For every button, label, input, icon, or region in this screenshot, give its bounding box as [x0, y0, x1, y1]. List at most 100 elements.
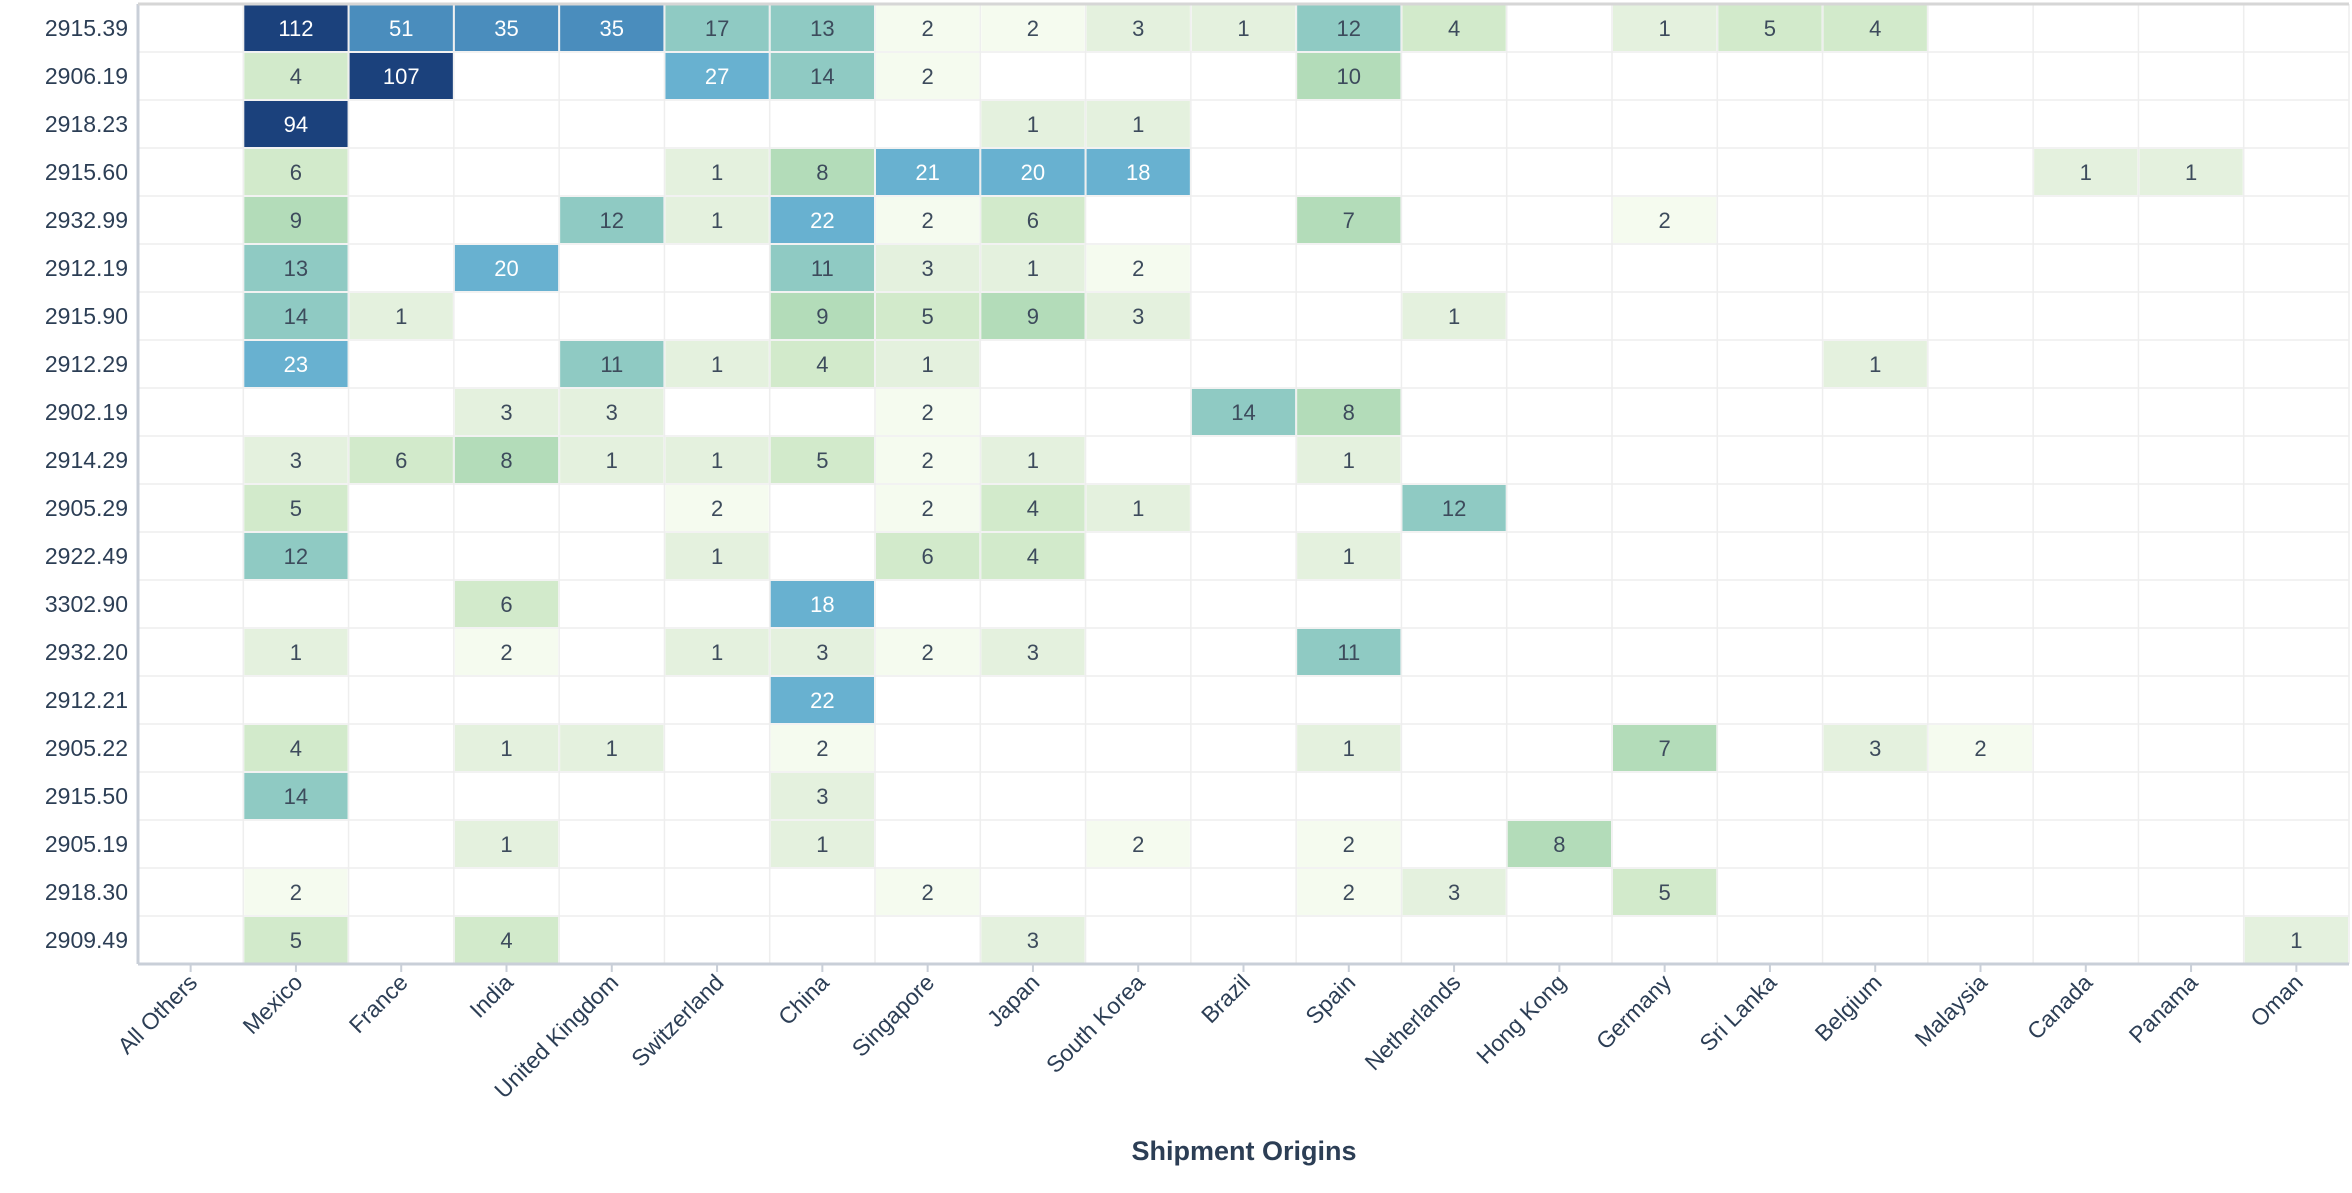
- heatmap-cell: [981, 197, 1085, 243]
- heatmap-cell: [770, 629, 874, 675]
- cell-value-label: 4: [1027, 496, 1039, 521]
- row-label: 2915.90: [45, 303, 128, 329]
- row-label: 2922.49: [45, 543, 128, 569]
- row-label: 2905.19: [45, 831, 128, 857]
- cell-value-label: 5: [290, 496, 302, 521]
- heatmap-cell: [244, 53, 348, 99]
- heatmap-cell: [981, 245, 1085, 291]
- column-label: All Others: [112, 969, 202, 1059]
- cell-value-label: 2: [922, 400, 934, 425]
- cell-value-label: 6: [1027, 208, 1039, 233]
- heatmap-cell: [2139, 149, 2243, 195]
- row-label: 2905.29: [45, 495, 128, 521]
- heatmap-cell: [1297, 197, 1401, 243]
- heatmap-cell: [1297, 821, 1401, 867]
- cell-value-label: 2: [816, 736, 828, 761]
- cell-value-label: 1: [606, 736, 618, 761]
- heatmap-cell: [876, 485, 980, 531]
- cell-value-label: 107: [383, 64, 420, 89]
- heatmap-cell: [770, 149, 874, 195]
- cell-value-label: 14: [810, 64, 834, 89]
- cell-value-label: 2: [1343, 880, 1355, 905]
- cell-value-label: 1: [290, 640, 302, 665]
- column-label: France: [344, 969, 413, 1038]
- cell-value-label: 1: [1869, 352, 1881, 377]
- cell-value-label: 8: [816, 160, 828, 185]
- cell-value-label: 112: [278, 16, 313, 41]
- cell-value-label: 6: [500, 592, 512, 617]
- column-label: Brazil: [1196, 969, 1255, 1028]
- cell-value-label: 2: [711, 496, 723, 521]
- heatmap-cell: [1718, 5, 1822, 51]
- heatmap-cell: [1297, 437, 1401, 483]
- column-label: Switzerland: [626, 969, 728, 1071]
- heatmap-cell: [1297, 389, 1401, 435]
- heatmap-cell: [1823, 341, 1927, 387]
- heatmap-cell: [1613, 725, 1717, 771]
- heatmap-cell: [244, 533, 348, 579]
- heatmap-cell: [1086, 5, 1190, 51]
- heatmap-cell: [770, 437, 874, 483]
- heatmap-cell: [244, 101, 348, 147]
- cell-value-label: 4: [1448, 16, 1460, 41]
- cell-value-label: 20: [494, 256, 518, 281]
- cell-value-label: 11: [811, 256, 834, 281]
- cell-value-label: 8: [1343, 400, 1355, 425]
- row-label: 2915.60: [45, 159, 128, 185]
- cell-value-label: 1: [606, 448, 618, 473]
- cell-value-label: 6: [290, 160, 302, 185]
- heatmap-cell: [981, 101, 1085, 147]
- column-label: Netherlands: [1360, 969, 1466, 1075]
- heatmap-cell: [665, 437, 769, 483]
- heatmap-cell: [1191, 5, 1296, 51]
- heatmap-cell: [1613, 5, 1717, 51]
- column-label: Panama: [2124, 969, 2203, 1048]
- cell-value-label: 12: [600, 208, 624, 233]
- heatmap-cell: [244, 149, 348, 195]
- cell-value-label: 13: [810, 16, 834, 41]
- column-label: Canada: [2022, 969, 2098, 1045]
- heatmap-cell: [981, 629, 1085, 675]
- heatmap-cell: [770, 245, 874, 291]
- cell-value-label: 1: [2185, 160, 2197, 185]
- cell-value-label: 51: [389, 16, 413, 41]
- heatmap-cell: [665, 533, 769, 579]
- heatmap-cell: [665, 341, 769, 387]
- cell-value-label: 1: [1343, 736, 1355, 761]
- row-label: 2905.22: [45, 735, 128, 761]
- heatmap-cell: [981, 5, 1085, 51]
- cell-value-label: 27: [705, 64, 729, 89]
- cell-value-label: 5: [922, 304, 934, 329]
- heatmap-cell: [244, 629, 348, 675]
- cell-value-label: 1: [395, 304, 407, 329]
- heatmap-cell: [560, 725, 664, 771]
- row-label: 2915.50: [45, 783, 128, 809]
- heatmap-cell: [1402, 485, 1506, 531]
- heatmap-cell: [770, 53, 874, 99]
- heatmap-cell: [770, 821, 874, 867]
- cell-value-label: 2: [922, 448, 934, 473]
- heatmap-cell: [1297, 869, 1401, 915]
- heatmap-cell: [876, 341, 980, 387]
- cell-value-label: 9: [1027, 304, 1039, 329]
- heatmap-cell: [1402, 869, 1506, 915]
- heatmap-cell: [981, 149, 1085, 195]
- cell-value-label: 20: [1021, 160, 1045, 185]
- row-label: 2932.99: [45, 207, 128, 233]
- row-label: 2912.19: [45, 255, 128, 281]
- cell-value-label: 12: [1442, 496, 1466, 521]
- column-label: South Korea: [1041, 969, 1150, 1078]
- heatmap-cell: [770, 341, 874, 387]
- cell-value-label: 8: [1553, 832, 1565, 857]
- cell-value-label: 1: [711, 448, 723, 473]
- heatmap-cell: [665, 629, 769, 675]
- heatmap-cell: [1297, 725, 1401, 771]
- heatmap-cell: [244, 917, 348, 963]
- column-label: India: [464, 969, 518, 1023]
- cell-value-label: 6: [922, 544, 934, 569]
- cell-value-label: 2: [1027, 16, 1039, 41]
- heatmap-cell: [770, 5, 874, 51]
- heatmap-cell: [770, 293, 874, 339]
- cell-value-label: 1: [1027, 448, 1039, 473]
